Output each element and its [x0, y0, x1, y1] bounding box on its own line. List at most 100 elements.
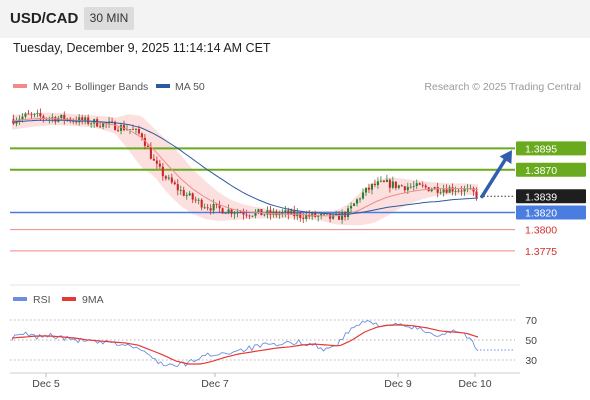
candle [260, 209, 263, 216]
candle [299, 211, 302, 222]
candle [284, 205, 287, 218]
candle [185, 192, 188, 200]
candle [242, 208, 245, 220]
candle [200, 198, 203, 211]
candle [349, 202, 353, 213]
candle [347, 205, 350, 220]
candle [266, 206, 269, 219]
candle [143, 133, 146, 150]
candle [254, 209, 257, 219]
candle [409, 183, 412, 189]
candle [119, 122, 123, 135]
candle [391, 176, 394, 190]
candle [355, 198, 359, 207]
candle [412, 181, 415, 191]
rsi-tick-50: 50 [525, 335, 537, 347]
candle [430, 187, 433, 193]
candle [463, 185, 466, 196]
ma50-legend-swatch [156, 84, 170, 88]
candle [472, 186, 475, 196]
candle [158, 159, 161, 169]
support-label-box [516, 205, 586, 220]
candle [63, 111, 66, 125]
projection-arrow-head [499, 150, 512, 165]
current-price-box [516, 189, 586, 204]
candle [460, 186, 463, 196]
candle [197, 198, 200, 205]
x-tick-label: Dec 9 [384, 378, 412, 390]
candle [33, 113, 36, 118]
candle [227, 204, 230, 215]
x-tick-label: Dec 10 [458, 378, 491, 390]
candle [164, 175, 167, 181]
candle [352, 202, 356, 207]
candle [248, 214, 251, 220]
candle [341, 209, 344, 224]
candle [170, 173, 173, 185]
candle [176, 179, 179, 196]
candle [442, 184, 445, 197]
x-axis: Dec 5 Dec 7 Dec 9 Dec 10 [32, 373, 492, 390]
candle [122, 120, 126, 132]
candle [149, 142, 152, 160]
resistance-1-label: 1.3895 [525, 143, 557, 155]
candle [152, 154, 155, 161]
timeframe-button[interactable]: 30 MIN [84, 7, 134, 30]
candle [287, 207, 290, 220]
lower-level-2-label: 1.3775 [525, 246, 557, 258]
candle [134, 127, 138, 135]
candle [173, 180, 176, 186]
candle [251, 215, 254, 218]
projection-arrow-shaft [480, 153, 510, 199]
candle [367, 183, 371, 194]
candle [233, 210, 236, 219]
resistance-2-label: 1.3870 [525, 165, 557, 177]
candle [182, 186, 185, 197]
candle [84, 115, 87, 125]
candle [415, 179, 418, 190]
candle [293, 205, 296, 220]
lower-level-1-label: 1.3800 [525, 225, 557, 237]
resistance-2-label-box [516, 162, 586, 177]
candle [105, 121, 108, 129]
candle [451, 183, 454, 196]
candle [388, 178, 391, 193]
candle [394, 181, 397, 191]
x-tick-label: Dec 7 [201, 378, 229, 390]
candle [332, 213, 335, 220]
candle [358, 197, 362, 203]
candle [191, 192, 194, 203]
candle [385, 174, 388, 183]
candle [81, 114, 84, 125]
ma50-legend-label: MA 50 [175, 81, 205, 93]
candle [278, 210, 281, 219]
candle [314, 210, 317, 218]
candle [376, 177, 379, 189]
rsi-legend-swatch [13, 297, 27, 301]
price-levels [10, 147, 515, 252]
current-price-label: 1.3839 [525, 191, 557, 203]
candle [194, 196, 197, 204]
candle [305, 210, 308, 222]
candle [203, 203, 206, 209]
rsi-ma-legend-swatch [62, 297, 76, 301]
candle [439, 188, 442, 195]
candle [167, 174, 170, 181]
rsi-tick-30: 30 [525, 355, 537, 367]
candle [436, 182, 439, 198]
candle [209, 204, 212, 215]
candle [418, 182, 421, 186]
ma50-line [11, 119, 479, 215]
candle [379, 176, 382, 183]
ma20-legend-label: MA 20 + Bollinger Bands [33, 81, 148, 93]
candle [221, 207, 224, 214]
candle [116, 126, 120, 133]
level-labels: 1.3895 1.3870 1.3820 1.3800 1.3775 1.3839 [516, 141, 586, 258]
candle [403, 185, 406, 194]
candle [27, 109, 30, 115]
rsi-panel: 70 50 30 [10, 315, 537, 368]
candle [397, 184, 400, 190]
x-tick-label: Dec 5 [32, 378, 60, 390]
candle [424, 183, 427, 190]
